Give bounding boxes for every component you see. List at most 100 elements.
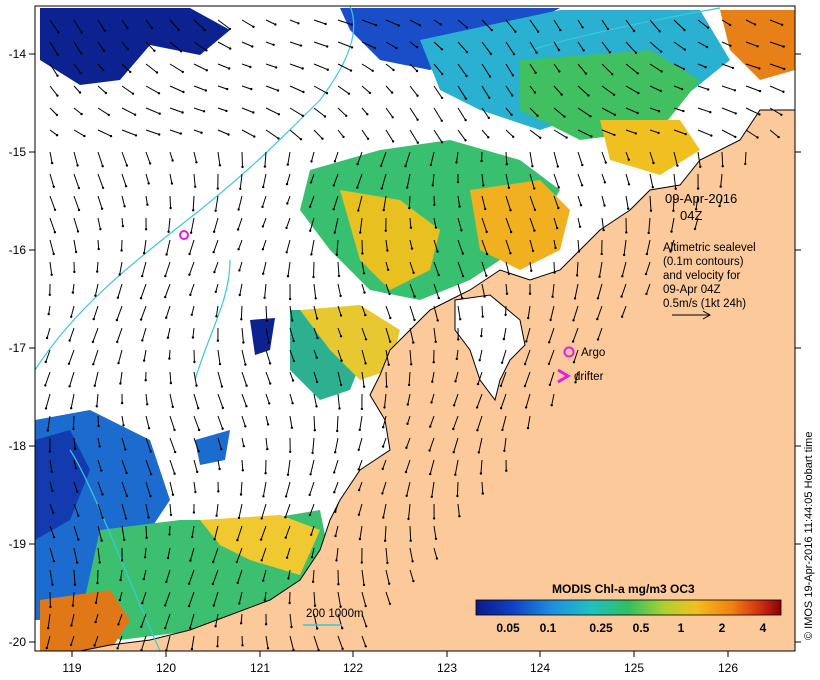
velocity-arrow	[118, 349, 123, 364]
velocity-arrow	[361, 613, 367, 627]
velocity-arrow-head	[433, 203, 436, 206]
velocity-arrow-head	[406, 422, 409, 425]
velocity-arrow	[262, 261, 267, 274]
velocity-arrow-head	[404, 165, 407, 168]
velocity-arrow-head	[480, 159, 483, 163]
velocity-arrow	[433, 283, 440, 299]
velocity-arrow-head	[141, 274, 144, 278]
velocity-arrow	[217, 393, 224, 409]
velocity-arrow-head	[587, 94, 590, 97]
velocity-arrow	[145, 481, 151, 497]
velocity-arrow-head	[385, 385, 388, 388]
velocity-arrow-head	[345, 114, 348, 118]
velocity-arrow-head	[452, 451, 455, 454]
velocity-arrow	[116, 327, 123, 343]
velocity-arrow	[167, 547, 171, 559]
velocity-arrow-head	[240, 318, 243, 321]
velocity-arrow	[265, 107, 280, 115]
velocity-arrow	[145, 107, 160, 115]
velocity-arrow	[264, 283, 267, 298]
velocity-arrow-head	[388, 292, 391, 296]
velocity-arrow	[385, 305, 391, 319]
velocity-arrow-head	[335, 559, 338, 562]
velocity-arrow-head	[205, 49, 208, 52]
velocity-arrow	[481, 305, 484, 317]
velocity-arrow-head	[146, 203, 149, 206]
colorbar-tick: 1	[678, 621, 685, 635]
velocity-arrow	[337, 261, 340, 276]
velocity-arrow-head	[388, 582, 391, 585]
velocity-arrow-head	[386, 561, 389, 565]
velocity-arrow	[721, 41, 731, 47]
velocity-arrow-head	[266, 447, 269, 451]
velocity-arrow-head	[264, 472, 267, 475]
velocity-arrow-head	[165, 253, 168, 256]
velocity-arrow	[217, 63, 230, 69]
velocity-arrow-head	[100, 469, 103, 472]
velocity-arrow-head	[285, 251, 288, 254]
velocity-arrow	[193, 85, 207, 91]
velocity-arrow	[212, 569, 219, 585]
velocity-arrow	[481, 63, 491, 77]
velocity-arrow-head	[195, 384, 198, 387]
velocity-arrow-head	[181, 70, 184, 74]
velocity-arrow-head	[707, 88, 710, 91]
velocity-arrow	[121, 525, 125, 540]
velocity-arrow	[289, 85, 304, 93]
velocity-arrow-head	[590, 135, 593, 138]
velocity-arrow-head	[288, 297, 292, 301]
velocity-arrow-head	[188, 626, 192, 630]
velocity-arrow-head	[415, 69, 419, 73]
velocity-arrow-head	[440, 141, 444, 144]
velocity-arrow-head	[405, 446, 408, 449]
velocity-arrow-head	[75, 561, 79, 564]
velocity-arrow	[409, 19, 421, 26]
velocity-arrow-head	[204, 89, 208, 92]
velocity-arrow-head	[203, 28, 206, 32]
velocity-arrow-head	[505, 469, 508, 472]
velocity-arrow	[553, 107, 565, 117]
velocity-arrow	[169, 85, 184, 93]
velocity-arrow	[286, 217, 291, 229]
velocity-arrow-head	[373, 46, 377, 50]
velocity-arrow	[431, 481, 435, 497]
velocity-arrow-head	[452, 404, 456, 407]
velocity-arrow	[289, 613, 292, 628]
velocity-arrow-head	[509, 252, 512, 255]
velocity-arrow-head	[613, 113, 617, 117]
velocity-arrow	[169, 19, 179, 30]
velocity-arrow-head	[141, 339, 144, 342]
velocity-arrow	[145, 129, 160, 135]
velocity-arrow	[721, 63, 734, 69]
velocity-arrow-head	[171, 159, 174, 162]
velocity-arrow	[144, 547, 147, 558]
velocity-arrow-head	[290, 426, 294, 429]
velocity-arrow	[313, 63, 328, 71]
velocity-arrow	[49, 459, 53, 472]
velocity-arrow-head	[484, 207, 487, 211]
velocity-arrow	[169, 195, 172, 209]
velocity-arrow	[457, 261, 464, 277]
velocity-arrow	[238, 195, 243, 210]
velocity-arrow	[236, 547, 243, 563]
velocity-arrow-head	[297, 22, 300, 25]
velocity-arrow-head	[177, 28, 180, 31]
velocity-arrow	[361, 371, 365, 387]
velocity-arrow	[191, 525, 195, 537]
velocity-arrow	[97, 85, 107, 94]
velocity-arrow-head	[339, 294, 342, 298]
velocity-arrow-head	[68, 385, 71, 388]
velocity-arrow	[193, 415, 200, 431]
velocity-arrow-head	[465, 50, 469, 54]
velocity-arrow-head	[51, 489, 54, 493]
velocity-arrow-head	[565, 136, 568, 139]
velocity-arrow-head	[72, 427, 75, 431]
velocity-arrow	[481, 85, 490, 99]
velocity-arrow-head	[326, 68, 329, 71]
velocity-arrow	[719, 195, 723, 207]
velocity-arrow	[409, 283, 416, 297]
velocity-arrow-head	[290, 625, 293, 629]
velocity-arrow	[433, 41, 443, 50]
velocity-arrow-head	[339, 383, 343, 387]
